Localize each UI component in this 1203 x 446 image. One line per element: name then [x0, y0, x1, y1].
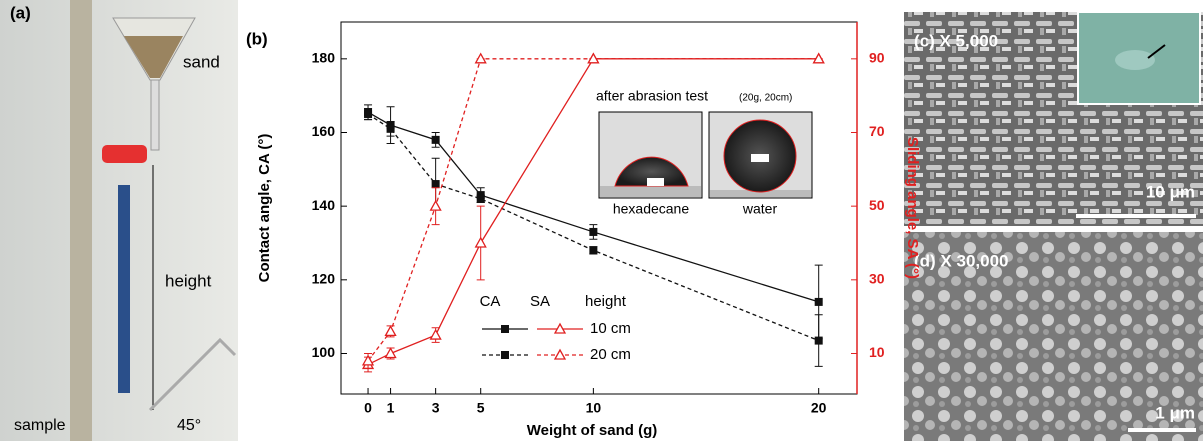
scale-label: 10 μm: [1146, 182, 1195, 201]
x-tick-label: 0: [364, 400, 372, 416]
inset-label: water: [742, 201, 778, 217]
y-tick-label: 160: [312, 123, 336, 139]
panel-label: (c) X 5,000: [914, 31, 998, 50]
y2-axis-label: Sliding angle, SA (°): [904, 137, 921, 279]
y2-tick-label: 50: [869, 197, 885, 213]
inset: after abrasion test (20g, 20cm) hexadeca…: [596, 88, 812, 217]
photo-d: (d) X 30,000 1 μm: [904, 232, 1203, 441]
plot-frame: [341, 22, 857, 394]
marker: [589, 228, 597, 236]
annotation: height: [165, 271, 212, 290]
panel-label: (a): [10, 3, 31, 22]
y-tick-label: 180: [312, 50, 336, 66]
legend-marker: [501, 325, 509, 333]
legend-label: 20 cm: [590, 346, 631, 363]
scale-label: 1 μm: [1155, 403, 1195, 422]
photo-c: (c) X 5,000 10 μm: [904, 12, 1203, 226]
panel-label: (b): [246, 29, 268, 48]
y2-tick-label: 90: [869, 50, 885, 66]
y-tick-label: 120: [312, 271, 336, 287]
marker: [364, 110, 372, 118]
substrate: [600, 186, 701, 197]
panel-label: (d) X 30,000: [914, 251, 1009, 270]
legend-marker: [555, 350, 565, 359]
legend-header: SA: [530, 293, 550, 310]
inset-title: after abrasion test: [596, 88, 708, 104]
photo-a: (a) sand height sample 45°: [0, 0, 238, 441]
marker: [431, 201, 441, 210]
marker: [589, 246, 597, 254]
marker: [432, 180, 440, 188]
marker: [476, 238, 486, 247]
ruler: [70, 0, 92, 441]
x-tick-label: 5: [477, 400, 485, 416]
annotation: sand: [183, 52, 220, 71]
legend-header: height: [585, 293, 627, 310]
annotation: 45°: [177, 417, 201, 434]
x-tick-label: 10: [586, 400, 602, 416]
highlight: [751, 154, 769, 162]
highlight: [647, 178, 664, 186]
legend-marker: [501, 351, 509, 359]
y-tick-label: 140: [312, 197, 336, 213]
legend-header: CA: [480, 293, 501, 310]
inset-label: hexadecane: [613, 201, 690, 217]
tube: [118, 185, 130, 393]
x-tick-label: 1: [387, 400, 395, 416]
annotation: sample: [14, 417, 66, 434]
valve: [102, 145, 147, 163]
x-axis-label: Weight of sand (g): [527, 422, 658, 439]
figure: (a) sand height sample 45° (c) X 5,000 1…: [0, 0, 1203, 441]
y-tick-label: 100: [312, 344, 336, 360]
marker: [431, 330, 441, 339]
marker: [386, 326, 396, 335]
marker: [432, 136, 440, 144]
droplet-trace: [1115, 50, 1155, 70]
marker: [387, 125, 395, 133]
scale-bar: [1076, 214, 1196, 218]
y2-tick-label: 70: [869, 123, 885, 139]
x-tick-label: 20: [811, 400, 827, 416]
funnel-stem: [151, 80, 159, 150]
marker: [815, 298, 823, 306]
y-axis-label: Contact angle, CA (°): [256, 134, 273, 283]
scale-bar: [1128, 428, 1196, 432]
chart: (b) Weight of sand (g) Contact angle, CA…: [246, 22, 921, 439]
y2-tick-label: 10: [869, 344, 885, 360]
legend-label: 10 cm: [590, 320, 631, 337]
marker: [815, 337, 823, 345]
inset-note: (20g, 20cm): [739, 93, 792, 104]
marker: [386, 348, 396, 357]
x-tick-label: 3: [432, 400, 440, 416]
marker: [477, 195, 485, 203]
y2-tick-label: 30: [869, 271, 885, 287]
